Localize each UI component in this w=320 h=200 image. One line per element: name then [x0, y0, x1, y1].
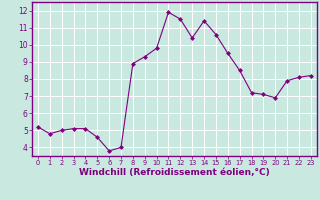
X-axis label: Windchill (Refroidissement éolien,°C): Windchill (Refroidissement éolien,°C) — [79, 168, 270, 177]
